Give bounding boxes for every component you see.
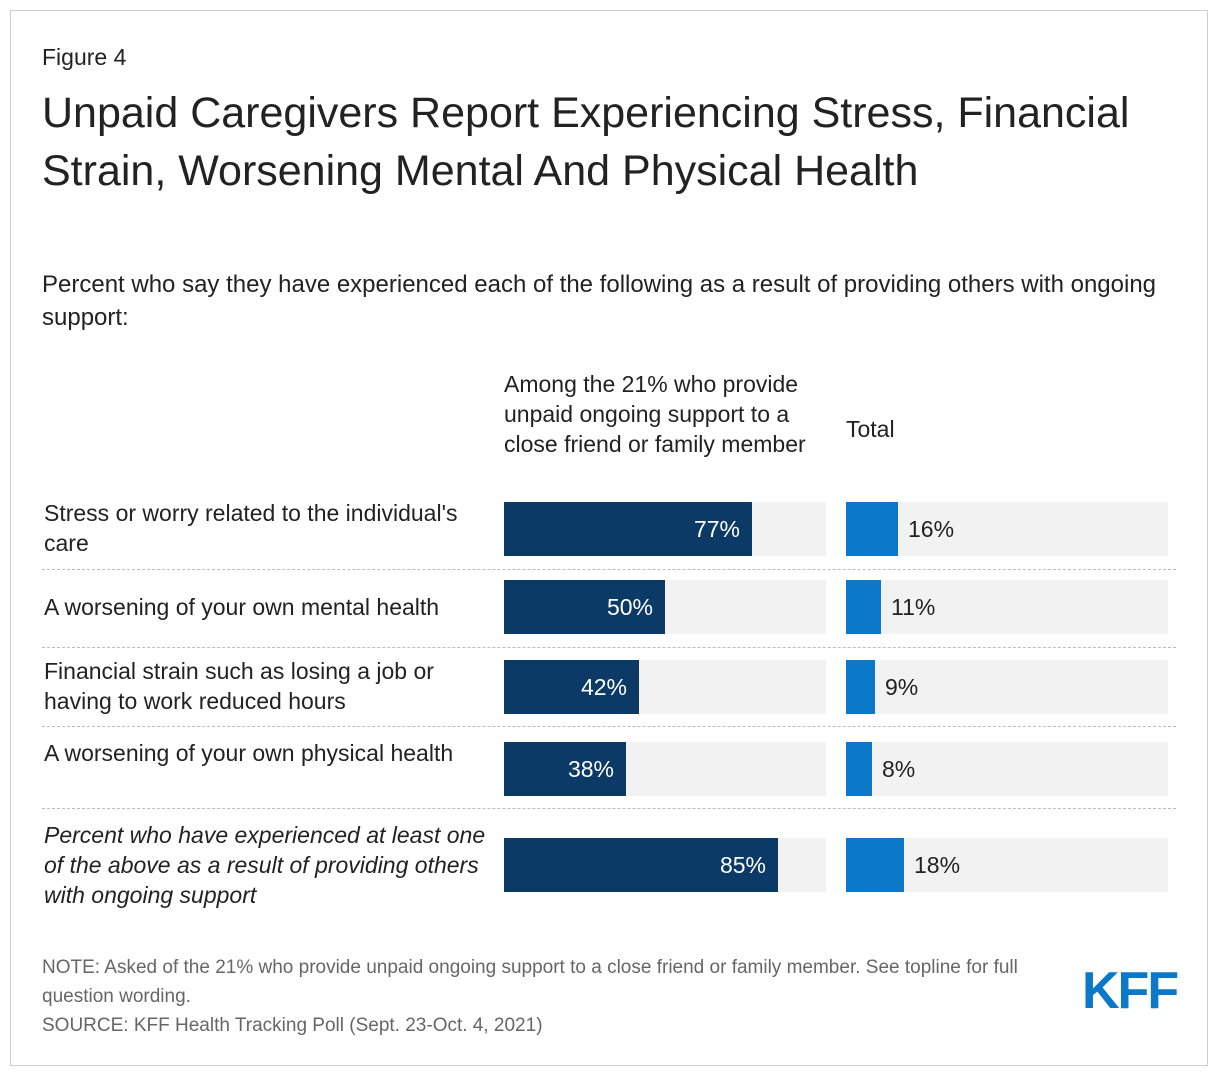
bar-track-total: 9% (846, 660, 1168, 714)
bar-track-group: 42% (504, 660, 826, 714)
source-text: SOURCE: KFF Health Tracking Poll (Sept. … (42, 1015, 543, 1036)
bar-track-total: 11% (846, 580, 1168, 634)
figure-frame (10, 10, 1208, 1066)
bar-track-group: 85% (504, 838, 826, 892)
data-label: 11% (891, 594, 936, 620)
bar-total (846, 742, 872, 796)
bar-group (504, 502, 752, 556)
bar-track-total: 18% (846, 838, 1168, 892)
data-label: 38% (567, 756, 614, 782)
bar-total (846, 838, 904, 892)
data-label: 42% (580, 674, 627, 700)
data-label: 77% (693, 516, 740, 542)
column-header-total: Total (846, 416, 895, 442)
bar-total (846, 502, 898, 556)
data-label: 18% (914, 852, 961, 878)
figure-label: Figure 4 (42, 44, 127, 70)
row-divider (42, 726, 1176, 727)
bar-total (846, 660, 875, 714)
data-label: 50% (606, 594, 653, 620)
chart-notes: NOTE: Asked of the 21% who provide unpai… (42, 953, 1052, 1040)
category-label: Financial strain such as losing a job or… (44, 658, 434, 714)
bar-group (504, 660, 639, 714)
row-divider (42, 569, 1176, 570)
category-label: A worsening of your own physical health (44, 740, 454, 766)
note-text: NOTE: Asked of the 21% who provide unpai… (42, 957, 1018, 1007)
chart-title: Unpaid Caregivers Report Experiencing St… (42, 89, 1130, 195)
bar-track-group: 38% (504, 742, 826, 796)
data-label: 85% (719, 852, 766, 878)
bar-group (504, 580, 665, 634)
row-divider (42, 808, 1176, 809)
bar-track-group: 77% (504, 502, 826, 556)
bar-group (504, 742, 626, 796)
bar-group (504, 838, 778, 892)
chart-subtitle: Percent who say they have experienced ea… (42, 271, 1157, 331)
category-label: Stress or worry related to the individua… (44, 500, 458, 556)
category-label: A worsening of your own mental health (44, 594, 440, 620)
category-label: Percent who have experienced at least on… (44, 822, 486, 908)
data-label: 8% (882, 756, 916, 782)
bar-track-total: 8% (846, 742, 1168, 796)
row-divider (42, 647, 1176, 648)
kff-logo: KFF (1082, 962, 1179, 1020)
column-header-group: Among the 21% who provide unpaid ongoing… (504, 371, 806, 457)
bar-total (846, 580, 881, 634)
data-label: 9% (885, 674, 919, 700)
data-label: 16% (908, 516, 955, 542)
bar-track-group: 50% (504, 580, 826, 634)
bar-track-total: 16% (846, 502, 1168, 556)
